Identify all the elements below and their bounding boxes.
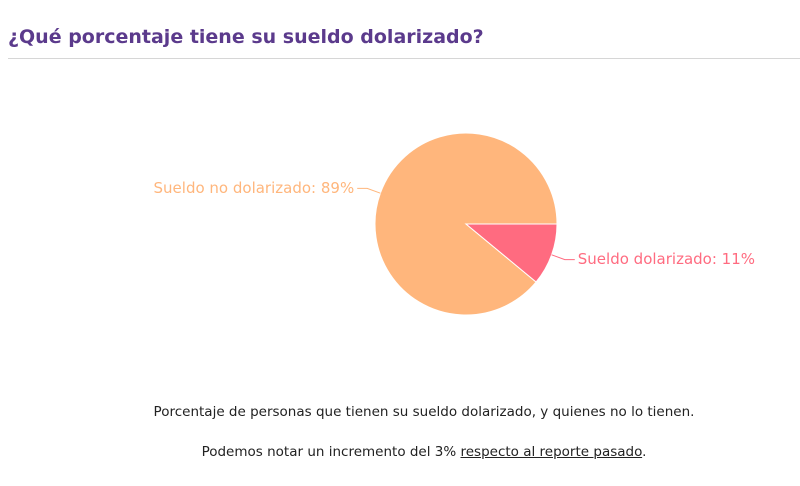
note-text: Podemos notar un incremento del 3% (201, 444, 457, 460)
report-link[interactable]: respecto al reporte pasado (460, 444, 643, 460)
divider (8, 58, 800, 59)
note: Podemos notar un incremento del 3% respe… (24, 444, 800, 460)
note-end: . (642, 444, 647, 460)
leader-line (551, 254, 575, 261)
data-label: Sueldo dolarizado: 11% (578, 250, 755, 268)
caption: Porcentaje de personas que tienen su sue… (153, 404, 695, 420)
data-label: Sueldo no dolarizado: 89% (154, 179, 355, 197)
chart: Sueldo no dolarizado: 89% Sueldo dolariza… (154, 132, 755, 316)
chart-title: ¿Qué porcentaje tiene su sueldo dolariza… (8, 26, 484, 48)
leader-line (357, 187, 381, 194)
pie-slice (374, 132, 558, 316)
